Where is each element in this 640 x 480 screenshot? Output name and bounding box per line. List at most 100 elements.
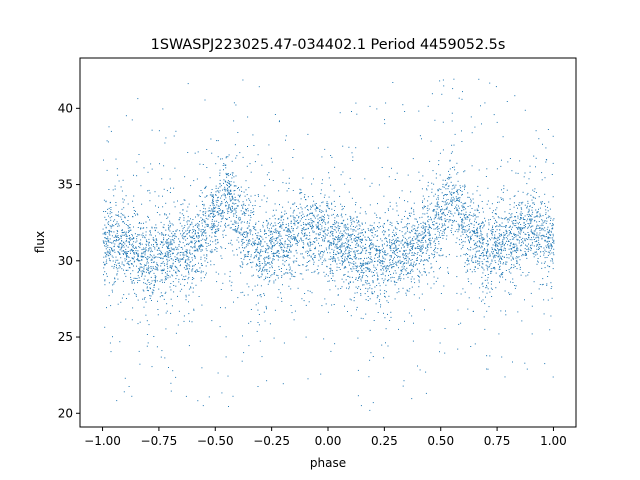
data-point — [510, 259, 512, 261]
data-point — [426, 259, 428, 261]
data-point — [293, 234, 295, 235]
data-point — [362, 284, 364, 286]
data-point — [219, 215, 221, 217]
data-point — [336, 266, 338, 268]
data-point — [240, 210, 242, 212]
data-point — [420, 226, 422, 228]
data-point — [240, 222, 242, 224]
data-point — [351, 248, 353, 250]
data-point — [413, 211, 415, 213]
data-point — [402, 244, 404, 246]
data-point — [391, 244, 393, 246]
data-point — [491, 232, 493, 234]
data-point — [511, 236, 513, 237]
data-point — [535, 251, 537, 253]
data-point — [529, 219, 531, 221]
data-point — [466, 235, 468, 237]
data-point — [380, 274, 382, 275]
data-point — [549, 245, 551, 247]
data-point — [367, 262, 369, 264]
data-point — [348, 261, 350, 263]
data-point — [218, 192, 220, 194]
data-point — [128, 256, 130, 258]
data-point — [395, 264, 397, 265]
data-point — [333, 243, 335, 245]
data-point — [157, 256, 159, 258]
data-point — [151, 366, 153, 368]
data-point — [485, 220, 486, 222]
data-point — [133, 213, 135, 214]
data-point — [364, 257, 365, 259]
data-point — [385, 342, 386, 344]
data-point — [352, 230, 354, 232]
data-point — [438, 216, 440, 218]
data-point — [232, 210, 234, 212]
data-point — [166, 239, 167, 241]
data-point — [275, 230, 277, 232]
data-point — [131, 244, 133, 246]
data-point — [244, 213, 246, 215]
data-point — [442, 149, 444, 151]
data-point — [252, 274, 254, 276]
data-point — [296, 214, 298, 216]
data-point — [466, 259, 468, 261]
data-point — [510, 255, 512, 257]
data-point — [182, 242, 184, 244]
data-point — [368, 376, 370, 378]
data-point — [268, 262, 270, 264]
data-point — [548, 237, 550, 239]
data-point — [475, 260, 477, 262]
data-point — [309, 248, 311, 250]
data-point — [551, 252, 553, 254]
data-point — [204, 196, 206, 198]
data-point — [423, 206, 425, 208]
data-point — [190, 185, 192, 187]
data-point — [280, 247, 282, 249]
data-point — [170, 241, 172, 243]
data-point — [533, 202, 535, 204]
data-point — [519, 236, 521, 238]
data-point — [278, 289, 280, 291]
data-point — [336, 245, 338, 247]
data-point — [401, 270, 403, 272]
data-point — [375, 245, 377, 247]
data-point — [440, 293, 442, 294]
data-point — [526, 207, 528, 209]
data-point — [531, 209, 533, 211]
data-point — [358, 238, 360, 240]
data-point — [474, 232, 476, 234]
data-point — [344, 305, 345, 307]
data-point — [182, 254, 184, 256]
data-point — [413, 254, 415, 256]
data-point — [456, 173, 458, 175]
data-point — [228, 173, 229, 175]
data-point — [192, 235, 194, 237]
data-point — [175, 278, 177, 280]
data-point — [107, 222, 109, 224]
data-point — [545, 159, 547, 160]
data-point — [257, 235, 259, 237]
data-point — [190, 223, 191, 225]
data-point — [163, 243, 165, 245]
data-point — [217, 140, 219, 142]
data-point — [186, 210, 188, 212]
data-point — [476, 241, 478, 243]
data-point — [362, 234, 364, 236]
data-point — [226, 174, 228, 176]
data-point — [168, 241, 170, 243]
data-point — [261, 271, 263, 273]
data-point — [520, 217, 521, 218]
data-point — [164, 214, 166, 216]
data-point — [186, 255, 188, 257]
data-point — [264, 250, 266, 252]
data-point — [351, 270, 353, 272]
data-point — [540, 201, 542, 203]
data-point — [130, 276, 132, 278]
data-point — [171, 268, 173, 270]
data-point — [218, 213, 220, 215]
data-point — [242, 207, 244, 209]
chart-title: 1SWASPJ223025.47-034402.1 Period 4459052… — [151, 37, 506, 53]
data-point — [277, 277, 279, 279]
data-point — [269, 280, 271, 282]
